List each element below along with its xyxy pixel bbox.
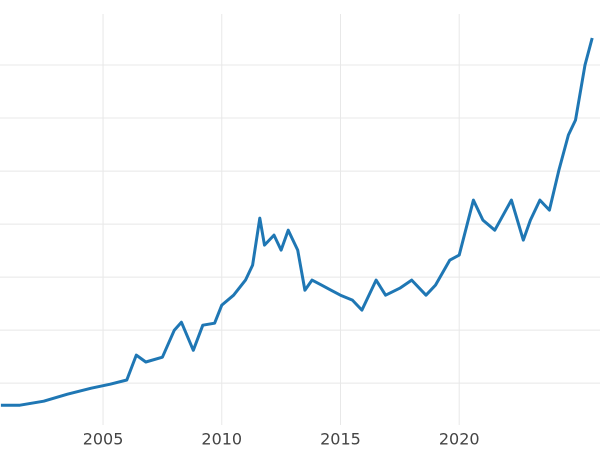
x-tick-label: 2010 (201, 430, 242, 449)
price-line (0, 37, 594, 407)
x-tick-label: 2020 (439, 430, 480, 449)
x-tick-label: 2005 (83, 430, 124, 449)
x-tick-label: 2015 (320, 430, 361, 449)
